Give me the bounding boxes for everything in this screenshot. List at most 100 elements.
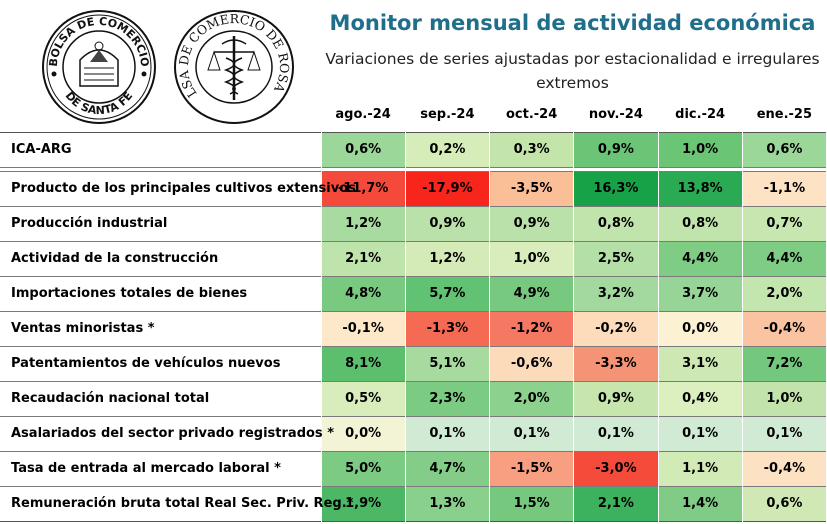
value-cell: 5,7% xyxy=(404,276,491,311)
value-cell: 2,1% xyxy=(573,486,659,521)
value-cell: 2,0% xyxy=(488,381,575,416)
value-cell: -3,0% xyxy=(573,451,659,486)
value-cell: 1,5% xyxy=(488,486,575,521)
santa-fe-seal-logo: BOLSA DE COMERCIO DE SANTA FE xyxy=(42,10,156,124)
column-header: oct.-24 xyxy=(505,107,558,123)
row-label: Importaciones totales de bienes xyxy=(11,286,248,301)
value-cell: -1,3% xyxy=(404,311,491,346)
row-label: Asalariados del sector privado registrad… xyxy=(11,426,334,441)
value-cell: 7,2% xyxy=(741,346,827,381)
value-cell: 0,8% xyxy=(573,206,659,241)
value-cell: 1,3% xyxy=(404,486,491,521)
value-cell: 4,9% xyxy=(488,276,575,311)
table-row: Ventas minoristas * -0,1% -1,3% -1,2% -0,2% 0… xyxy=(0,311,827,346)
value-cell: 13,8% xyxy=(657,171,743,206)
value-cell: 4,4% xyxy=(657,241,743,276)
header-row: ago.-24 sep.-24 oct.-24 nov.-24 dic.-24 … xyxy=(0,98,827,132)
table-body: ICA-ARG 0,6% 0,2% 0,3% 0,9% 1,0% 0,6% Producto … xyxy=(0,132,827,521)
value-cell: -1,2% xyxy=(488,311,575,346)
value-cell: -3,3% xyxy=(573,346,659,381)
column-header: ene.-25 xyxy=(756,107,813,123)
column-header: sep.-24 xyxy=(420,107,475,123)
value-cell: 4,8% xyxy=(320,276,406,311)
value-cell: -0,1% xyxy=(320,311,406,346)
value-cell: -1,1% xyxy=(741,171,827,206)
value-cell: 1,0% xyxy=(741,381,827,416)
value-cell: 4,4% xyxy=(741,241,827,276)
value-cell: 1,2% xyxy=(404,241,491,276)
rosario-ring-text: BOLSA DE COMERCIO DE ROSARIO xyxy=(172,8,292,100)
table-row: ICA-ARG 0,6% 0,2% 0,3% 0,9% 1,0% 0,6% xyxy=(0,132,827,167)
value-cell: 1,0% xyxy=(488,241,575,276)
value-cell: 2,0% xyxy=(741,276,827,311)
value-cell: 0,6% xyxy=(320,132,406,167)
table-row: Remuneración bruta total Real Sec. Priv.… xyxy=(0,486,827,521)
value-cell: 0,5% xyxy=(320,381,406,416)
value-cell: 16,3% xyxy=(573,171,659,206)
value-cell: 0,0% xyxy=(320,416,406,451)
table-row: Recaudación nacional total 0,5% 2,3% 2,0% 0,… xyxy=(0,381,827,416)
row-label: Ventas minoristas * xyxy=(11,321,155,336)
table-row: Patentamientos de vehículos nuevos 8,1% 5,… xyxy=(0,346,827,381)
value-cell: 3,1% xyxy=(657,346,743,381)
value-cell: 2,1% xyxy=(320,241,406,276)
table-row: Importaciones totales de bienes 4,8% 5,7% 4… xyxy=(0,276,827,311)
value-cell: 0,0% xyxy=(657,311,743,346)
value-cell: 1,4% xyxy=(657,486,743,521)
value-cell: 0,9% xyxy=(573,381,659,416)
value-cell: 3,2% xyxy=(573,276,659,311)
value-cell: 1,1% xyxy=(657,451,743,486)
row-label: Remuneración bruta total Real Sec. Priv.… xyxy=(11,496,354,511)
page-title: Monitor mensual de actividad económica xyxy=(329,11,816,35)
value-cell: 4,7% xyxy=(404,451,491,486)
value-cell: 0,8% xyxy=(657,206,743,241)
value-cell: 0,1% xyxy=(657,416,743,451)
column-header: nov.-24 xyxy=(588,107,643,123)
value-cell: 5,1% xyxy=(404,346,491,381)
table-row: Actividad de la construcción 2,1% 1,2% 1,0%… xyxy=(0,241,827,276)
value-cell: 0,6% xyxy=(741,132,827,167)
value-cell: 0,9% xyxy=(404,206,491,241)
table-row: Tasa de entrada al mercado laboral * 5,0%… xyxy=(0,451,827,486)
table-row: Asalariados del sector privado registrad… xyxy=(0,416,827,451)
column-header: dic.-24 xyxy=(675,107,726,123)
value-cell: 0,1% xyxy=(488,416,575,451)
value-cell: 0,1% xyxy=(404,416,491,451)
value-cell: 0,4% xyxy=(657,381,743,416)
value-cell: -0,4% xyxy=(741,451,827,486)
row-label: ICA-ARG xyxy=(11,142,72,157)
table-row: Producción industrial 1,2% 0,9% 0,9% 0,8% 0,8… xyxy=(0,206,827,241)
row-separator xyxy=(0,167,827,171)
value-cell: 5,0% xyxy=(320,451,406,486)
value-cell: 1,2% xyxy=(320,206,406,241)
value-cell: -0,4% xyxy=(741,311,827,346)
table-row: Producto de los principales cultivos ext… xyxy=(0,171,827,206)
value-cell: 1,9% xyxy=(320,486,406,521)
logos: BOLSA DE COMERCIO DE SANTA FE BOLSA DE C… xyxy=(40,8,295,126)
page-subtitle: Variaciones de series ajustadas por esta… xyxy=(325,50,820,92)
svg-text:BOLSA DE COMERCIO DE ROSARIO: BOLSA DE COMERCIO DE ROSARIO xyxy=(172,8,292,100)
value-cell: 0,6% xyxy=(741,486,827,521)
value-cell: -11,7% xyxy=(320,171,406,206)
value-cell: 0,1% xyxy=(573,416,659,451)
value-cell: 3,7% xyxy=(657,276,743,311)
value-cell: 0,2% xyxy=(404,132,491,167)
value-cell: 1,0% xyxy=(657,132,743,167)
value-cell: -3,5% xyxy=(488,171,575,206)
value-cell: 0,9% xyxy=(573,132,659,167)
value-cell: 0,1% xyxy=(741,416,827,451)
value-cell: 2,5% xyxy=(573,241,659,276)
header-corner xyxy=(0,98,321,132)
row-label: Producto de los principales cultivos ext… xyxy=(11,181,356,196)
value-cell: -0,2% xyxy=(573,311,659,346)
value-cell: -17,9% xyxy=(404,171,491,206)
rosario-seal-logo: BOLSA DE COMERCIO DE ROSARIO xyxy=(172,8,294,124)
column-header: ago.-24 xyxy=(335,107,391,123)
row-label: Tasa de entrada al mercado laboral * xyxy=(11,461,281,476)
value-cell: 8,1% xyxy=(320,346,406,381)
row-label: Producción industrial xyxy=(11,216,168,231)
value-cell: 0,3% xyxy=(488,132,575,167)
value-cell: 0,7% xyxy=(741,206,827,241)
row-label: Recaudación nacional total xyxy=(11,391,210,406)
value-cell: 0,9% xyxy=(488,206,575,241)
